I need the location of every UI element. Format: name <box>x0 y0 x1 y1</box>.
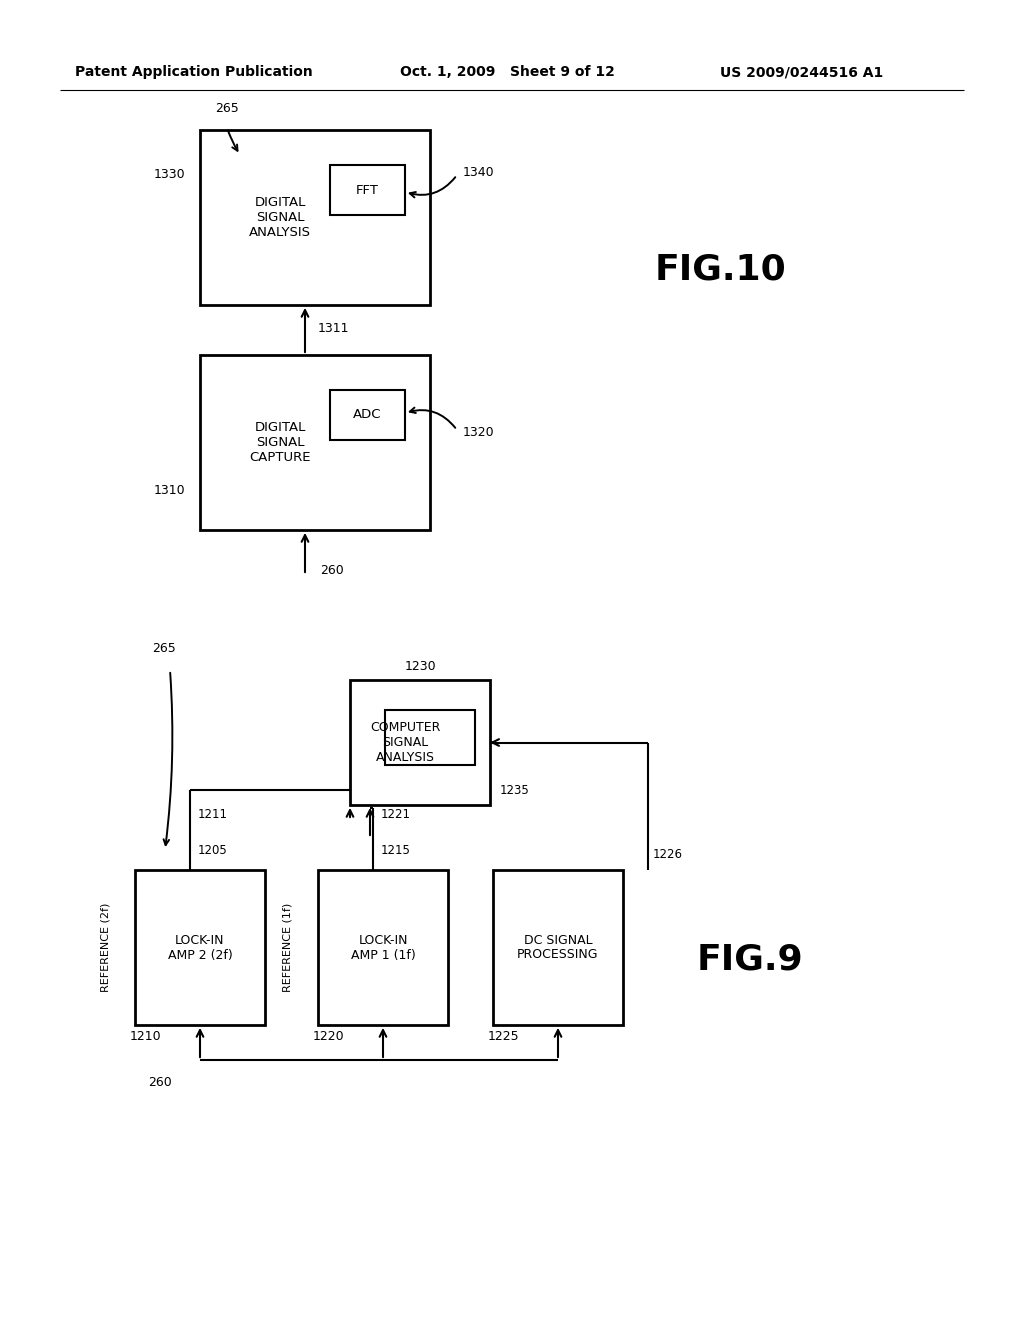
Text: 1211: 1211 <box>198 808 228 821</box>
Text: 260: 260 <box>319 564 344 577</box>
Text: 1215: 1215 <box>381 843 411 857</box>
Text: Oct. 1, 2009   Sheet 9 of 12: Oct. 1, 2009 Sheet 9 of 12 <box>400 65 614 79</box>
Text: LOCK-IN
AMP 2 (2f): LOCK-IN AMP 2 (2f) <box>168 933 232 961</box>
Text: 1310: 1310 <box>154 483 185 496</box>
Text: Patent Application Publication: Patent Application Publication <box>75 65 312 79</box>
Text: 1221: 1221 <box>381 808 411 821</box>
Text: US 2009/0244516 A1: US 2009/0244516 A1 <box>720 65 884 79</box>
Text: 1205: 1205 <box>198 843 227 857</box>
Text: ADC: ADC <box>353 408 382 421</box>
Text: 1330: 1330 <box>154 169 185 181</box>
Text: DIGITAL
SIGNAL
CAPTURE: DIGITAL SIGNAL CAPTURE <box>249 421 310 465</box>
Bar <box>135 870 265 1026</box>
Text: 1226: 1226 <box>653 849 683 862</box>
Text: 1220: 1220 <box>313 1031 345 1044</box>
Text: 1210: 1210 <box>130 1031 162 1044</box>
Bar <box>330 165 406 215</box>
Text: 1235: 1235 <box>500 784 529 796</box>
Text: 1225: 1225 <box>488 1031 519 1044</box>
Text: FFT: FFT <box>356 183 379 197</box>
Text: FIG.9: FIG.9 <box>696 942 804 977</box>
Bar <box>493 870 623 1026</box>
Text: 265: 265 <box>152 642 176 655</box>
Bar <box>318 870 449 1026</box>
Text: LOCK-IN
AMP 1 (1f): LOCK-IN AMP 1 (1f) <box>350 933 416 961</box>
Text: 1340: 1340 <box>463 165 495 178</box>
Text: DIGITAL
SIGNAL
ANALYSIS: DIGITAL SIGNAL ANALYSIS <box>249 195 311 239</box>
Text: COMPUTER
SIGNAL
ANALYSIS: COMPUTER SIGNAL ANALYSIS <box>370 721 440 764</box>
Bar <box>200 129 430 305</box>
Text: REFERENCE (2f): REFERENCE (2f) <box>100 903 110 993</box>
Bar <box>385 710 475 766</box>
Bar <box>350 680 490 805</box>
Bar <box>330 389 406 440</box>
Text: 1311: 1311 <box>318 322 349 334</box>
Text: 265: 265 <box>215 102 239 115</box>
Text: DC SIGNAL
PROCESSING: DC SIGNAL PROCESSING <box>517 933 599 961</box>
Text: 1320: 1320 <box>463 426 495 440</box>
Text: 1230: 1230 <box>404 660 436 672</box>
Text: REFERENCE (1f): REFERENCE (1f) <box>283 903 293 993</box>
Text: 260: 260 <box>148 1076 172 1089</box>
Bar <box>200 355 430 531</box>
Text: FIG.10: FIG.10 <box>654 253 785 286</box>
